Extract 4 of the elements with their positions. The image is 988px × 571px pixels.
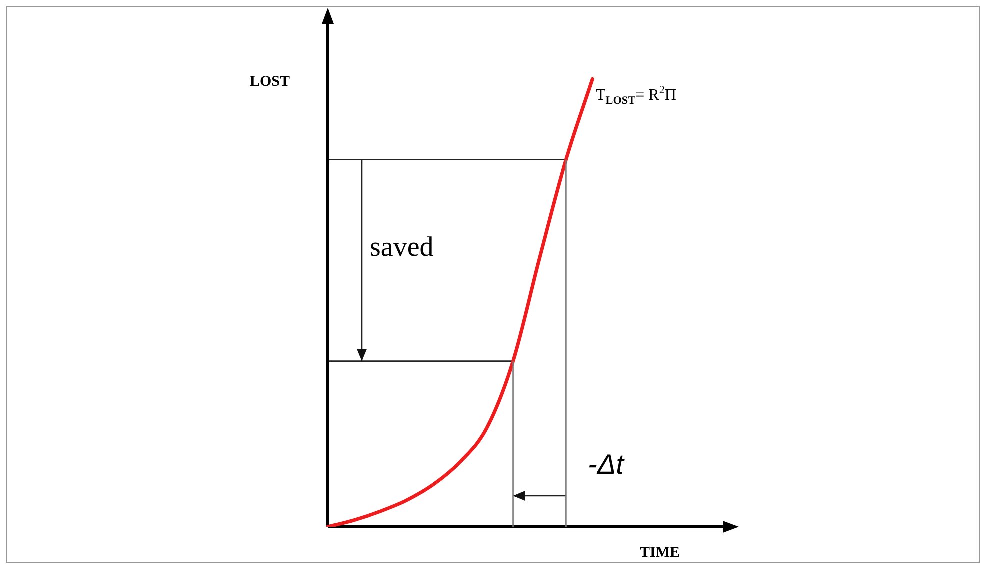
- annotation: -Δt: [588, 449, 626, 480]
- x-axis-title: TIME: [640, 545, 680, 561]
- annotation: saved: [370, 232, 434, 263]
- y-axis-title: LOST: [250, 74, 290, 90]
